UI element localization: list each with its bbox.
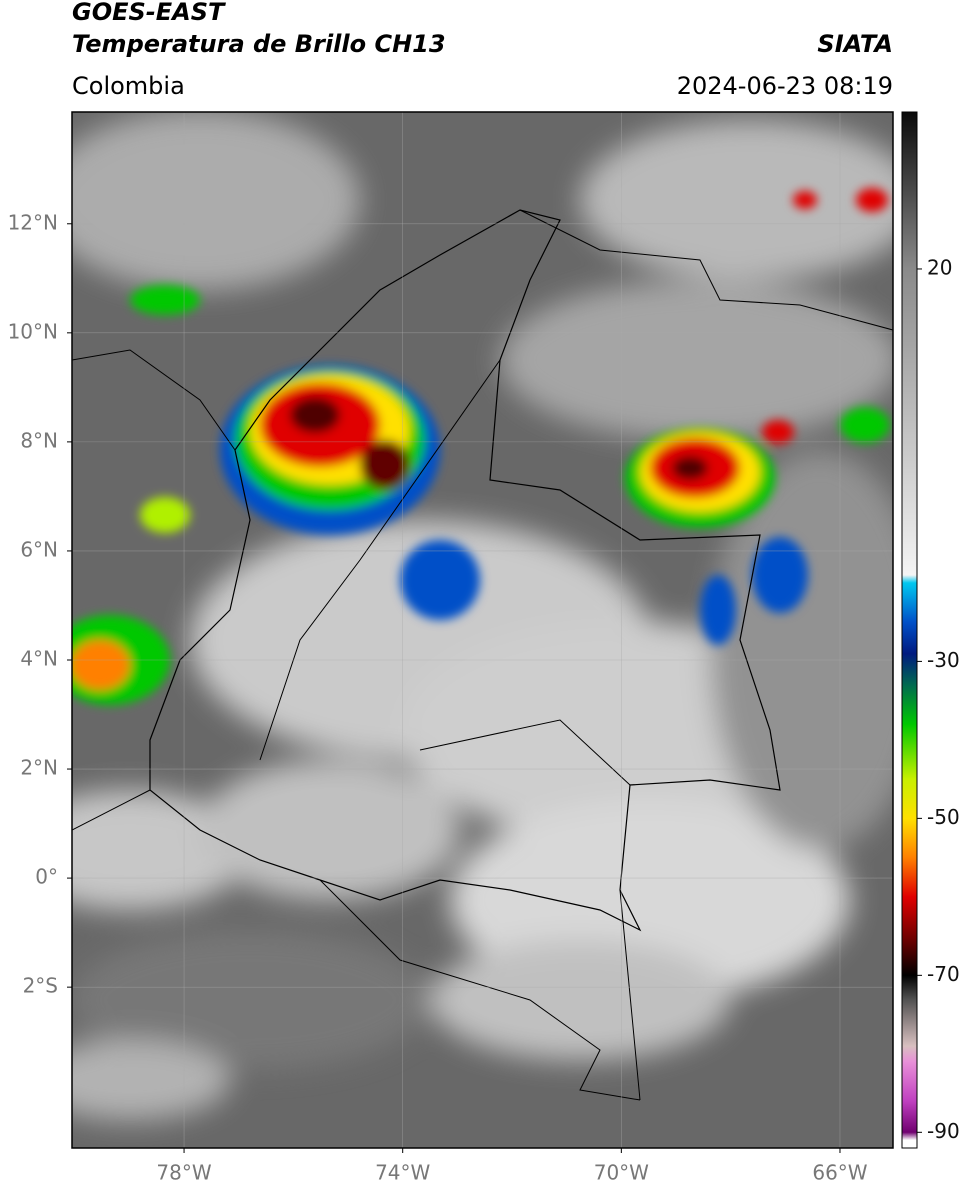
y-tick-label: 10°N bbox=[8, 319, 58, 343]
colorbar-tick-label: 20 bbox=[927, 255, 952, 279]
colorbar-tick-label: -30 bbox=[927, 648, 960, 672]
map-frame bbox=[71, 111, 894, 1149]
title: GOES-EAST bbox=[72, 0, 226, 26]
timestamp: 2024-06-23 08:19 bbox=[677, 72, 893, 100]
y-tick-label: 0° bbox=[35, 865, 58, 889]
y-tick-label: 12°N bbox=[8, 210, 58, 234]
region: Colombia bbox=[72, 72, 185, 100]
y-tick-label: 6°N bbox=[20, 537, 58, 561]
y-tick-label: 2°S bbox=[23, 974, 58, 998]
x-tick-label: 66°W bbox=[812, 1161, 867, 1185]
colorbar-tick-label: -70 bbox=[927, 962, 960, 986]
y-tick-label: 8°N bbox=[20, 428, 58, 452]
subtitle: Temperatura de Brillo CH13 bbox=[72, 30, 446, 58]
y-tick-label: 2°N bbox=[20, 756, 58, 780]
colorbar-tick-label: -90 bbox=[927, 1119, 960, 1143]
y-tick-label: 4°N bbox=[20, 646, 58, 670]
colorbar bbox=[901, 111, 918, 1149]
satellite-image bbox=[72, 112, 893, 1148]
x-tick-label: 70°W bbox=[594, 1161, 649, 1185]
x-tick-label: 74°W bbox=[375, 1161, 430, 1185]
x-tick-label: 78°W bbox=[156, 1161, 211, 1185]
colorbar-tick-label: -50 bbox=[927, 805, 960, 829]
source: SIATA bbox=[817, 30, 893, 58]
